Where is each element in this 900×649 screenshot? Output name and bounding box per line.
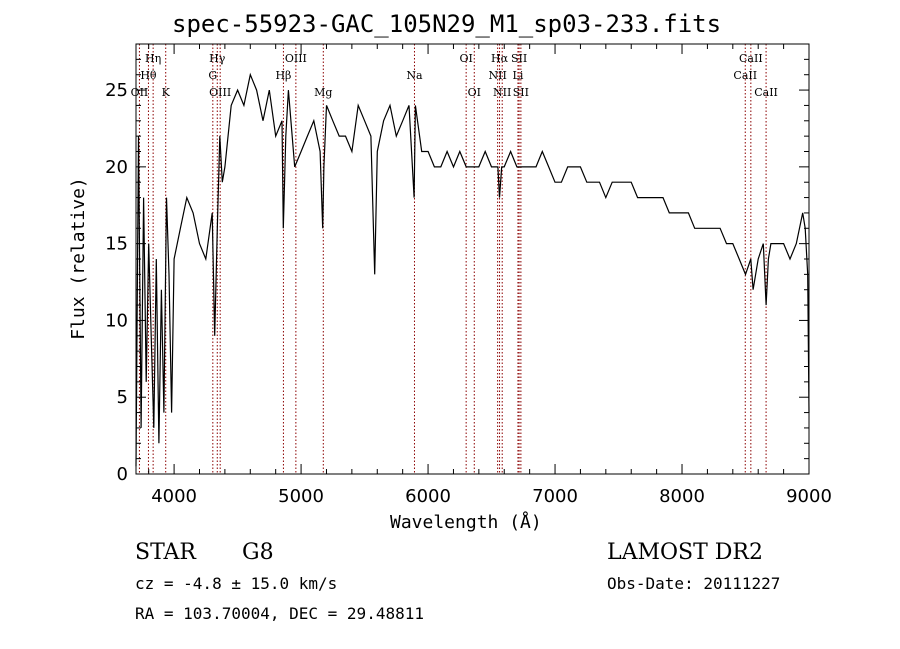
- y-axis: 0 5 10 15 20 25: [105, 58, 809, 485]
- obs-date: Obs-Date: 20111227: [607, 574, 781, 593]
- x-axis-label: Wavelength (Å): [390, 512, 542, 533]
- coordinates: RA = 103.70004, DEC = 29.48811: [135, 604, 424, 623]
- chart-title: spec-55923-GAC_105N29_M1_sp03-233.fits: [172, 10, 722, 38]
- x-tick-label: 4000: [151, 486, 197, 507]
- spectral-line-label: CaII: [733, 69, 757, 82]
- redshift-info: cz = -4.8 ± 15.0 km/s: [135, 574, 338, 593]
- spectral-line-label: CaII: [754, 86, 778, 99]
- x-tick-label: 5000: [278, 486, 324, 507]
- y-axis-label: Flux (relative): [67, 177, 89, 340]
- y-tick-label: 10: [105, 310, 128, 331]
- line-labels: OIIHθHηKHγGOIIIHβOIIIMgNaOIOIHαNIINIISII…: [131, 52, 778, 99]
- x-tick-label: 8000: [659, 486, 705, 507]
- spectral-line-label: Hγ: [209, 52, 226, 65]
- spectral-line-label: OI: [459, 52, 472, 65]
- spectral-line-label: SII: [513, 86, 529, 99]
- spectral-line-label: G: [208, 69, 217, 82]
- y-tick-label: 15: [105, 234, 128, 255]
- spectral-line-label: OI: [468, 86, 481, 99]
- spectral-line-label: Hα: [491, 52, 509, 65]
- spectral-line-label: NII: [493, 86, 511, 99]
- y-tick-label: 25: [105, 80, 128, 101]
- spectral-line-label: CaII: [739, 52, 763, 65]
- spectral-line-label: Na: [406, 69, 423, 82]
- x-axis: 4000 5000 6000 7000 8000 9000: [148, 44, 832, 507]
- x-tick-label: 9000: [786, 486, 832, 507]
- x-tick-label: 7000: [532, 486, 578, 507]
- spectral-line-label: OIII: [209, 86, 231, 99]
- object-subclass: G8: [242, 540, 274, 565]
- spectral-line-label: OIII: [285, 52, 307, 65]
- spectral-line-label: Hη: [145, 52, 161, 65]
- spectral-line-label: NII: [488, 69, 506, 82]
- spectral-line-label: SII: [511, 52, 527, 65]
- object-class: STAR: [135, 540, 196, 565]
- y-tick-label: 0: [117, 464, 128, 485]
- spectral-line-label: Hβ: [275, 69, 291, 82]
- plot-frame: [135, 43, 810, 475]
- y-tick-label: 20: [105, 157, 128, 178]
- spectral-line-label: OII: [131, 86, 149, 99]
- y-tick-label: 5: [117, 387, 128, 408]
- spectral-line-label: Li: [513, 69, 524, 82]
- line-markers: [138, 44, 767, 474]
- spectrum-line: [135, 72, 810, 467]
- x-tick-label: 6000: [405, 486, 451, 507]
- survey-name: LAMOST DR2: [607, 540, 763, 565]
- spectral-line-label: Hθ: [140, 69, 157, 82]
- spectral-line-label: K: [162, 86, 171, 99]
- spectral-line-label: Mg: [314, 86, 332, 99]
